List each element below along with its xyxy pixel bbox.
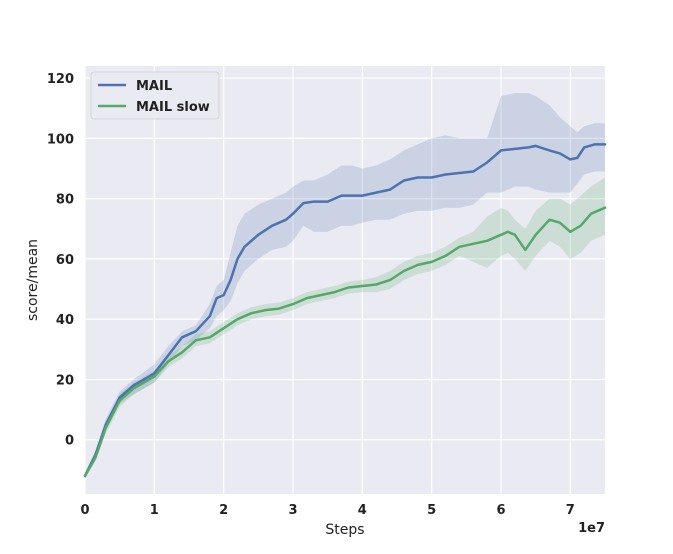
x-tick-label: 7 bbox=[566, 503, 575, 518]
x-tick-label: 3 bbox=[288, 503, 297, 518]
x-tick-label: 5 bbox=[427, 503, 436, 518]
y-axis-ticks: 0 20 40 60 80 100 120 bbox=[47, 72, 74, 449]
series-lines bbox=[83, 143, 607, 478]
x-axis-ticks: 0 1 2 3 4 5 6 7 bbox=[80, 503, 574, 518]
y-axis-label: score/mean bbox=[25, 239, 41, 321]
x-tick-label: 4 bbox=[358, 503, 367, 518]
y-tick-label: 60 bbox=[56, 253, 74, 268]
y-tick-label: 20 bbox=[56, 373, 74, 388]
y-tick-label: 100 bbox=[47, 132, 74, 147]
band-mail bbox=[85, 93, 605, 479]
y-tick-label: 80 bbox=[56, 193, 74, 208]
confidence-bands bbox=[85, 93, 605, 479]
plot-area-background bbox=[85, 66, 605, 494]
y-tick-label: 40 bbox=[56, 313, 74, 328]
y-tick-label: 120 bbox=[47, 72, 74, 87]
legend-label-mail: MAIL bbox=[136, 79, 172, 94]
x-tick-label: 6 bbox=[496, 503, 505, 518]
x-axis-label: Steps bbox=[325, 522, 364, 538]
x-tick-label: 2 bbox=[219, 503, 228, 518]
legend-label-mail-slow: MAIL slow bbox=[136, 100, 210, 115]
legend: MAIL MAIL slow bbox=[90, 71, 220, 120]
x-axis-offset-label: 1e7 bbox=[578, 521, 605, 536]
series-line-mail-slow bbox=[83, 206, 607, 478]
band-mail-slow bbox=[85, 177, 605, 479]
x-tick-label: 0 bbox=[80, 503, 89, 518]
series-line-mail bbox=[83, 143, 607, 478]
x-tick-label: 1 bbox=[150, 503, 159, 518]
grid bbox=[84, 66, 605, 494]
y-tick-label: 0 bbox=[65, 434, 74, 449]
